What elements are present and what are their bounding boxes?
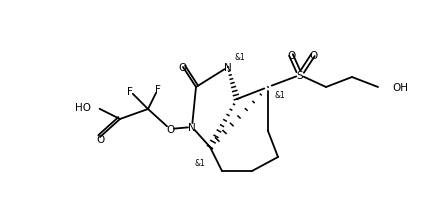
Text: N: N (224, 63, 232, 73)
Text: O: O (166, 124, 174, 134)
Text: &1: &1 (275, 91, 285, 100)
Text: &1: &1 (235, 52, 245, 61)
Text: O: O (96, 134, 104, 144)
Text: O: O (287, 51, 295, 61)
Text: S: S (296, 71, 303, 81)
Text: OH: OH (392, 83, 408, 93)
Text: O: O (309, 51, 317, 61)
Text: O: O (178, 63, 186, 73)
Text: N: N (188, 122, 196, 132)
Text: &1: &1 (195, 159, 205, 168)
Text: HO: HO (75, 102, 91, 113)
Text: F: F (155, 85, 161, 95)
Text: F: F (127, 87, 133, 97)
